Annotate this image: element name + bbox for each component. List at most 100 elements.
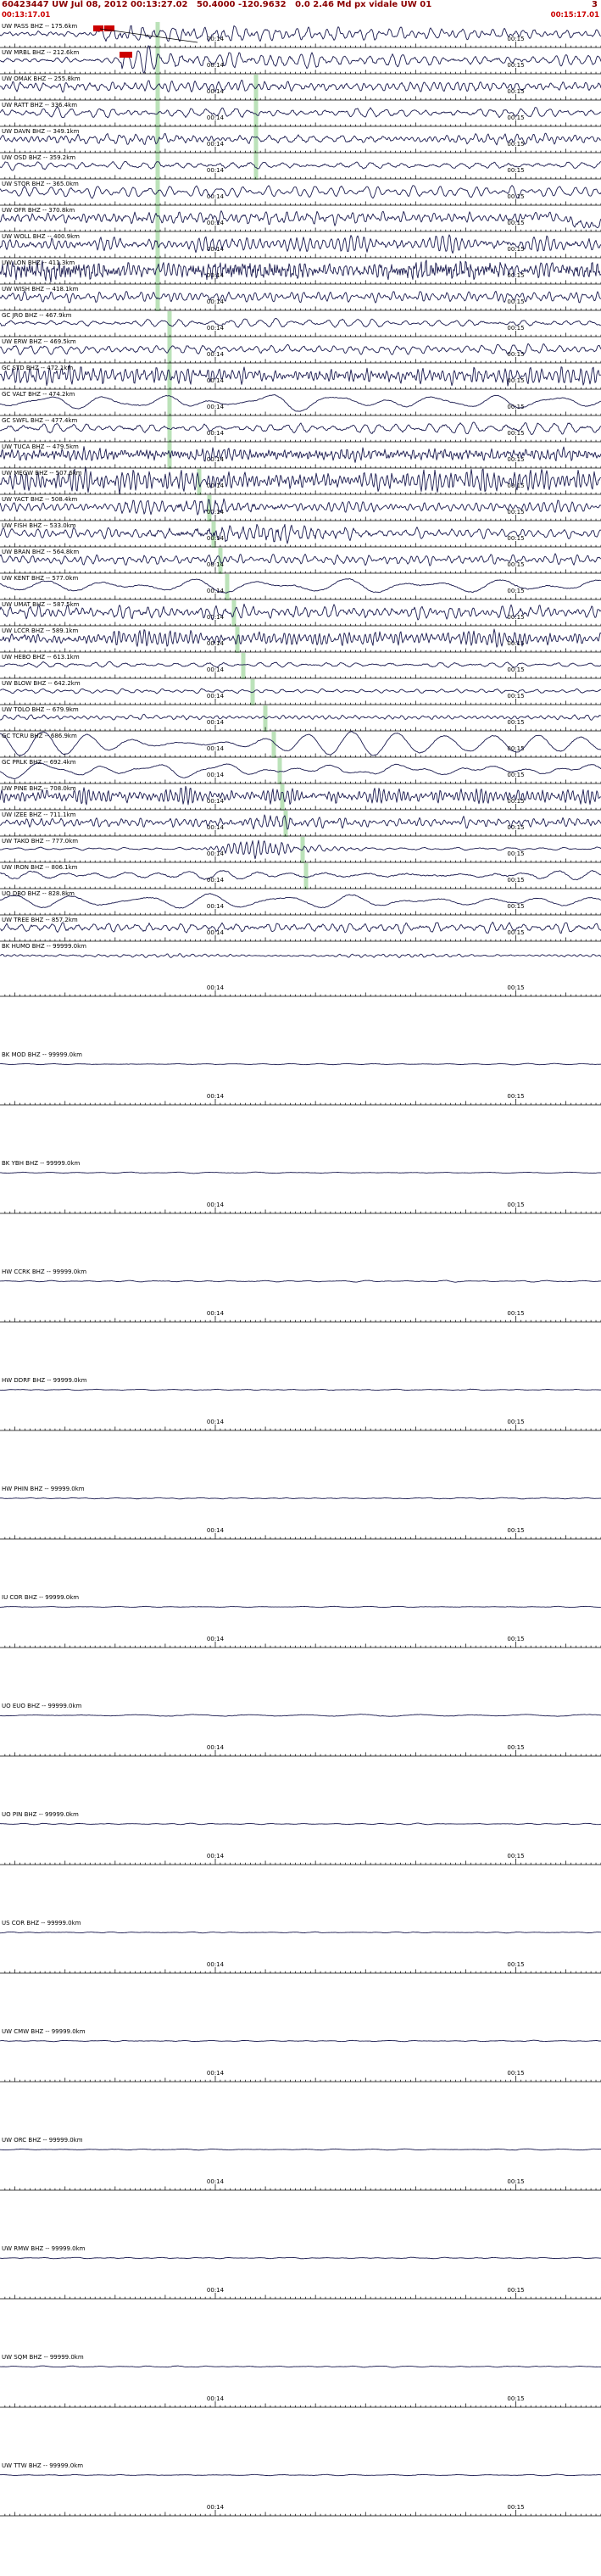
trace-plot: 00:14 00:15: [0, 1062, 601, 1106]
trace-row[interactable]: UW RATT BHZ -- 336.4km 00:14 00:15: [0, 101, 601, 127]
trace-row[interactable]: UW OFR BHZ -- 370.8km 00:14 00:15: [0, 206, 601, 232]
time-tick-label: 00:14: [207, 693, 225, 700]
theoretical-arrival-marker: [155, 127, 160, 153]
trace-label: UW UMAT BHZ -- 587.5km: [2, 601, 80, 608]
trace-row[interactable]: UW PINE BHZ -- 708.0km 00:14 00:15: [0, 784, 601, 811]
time-tick-label: 00:15: [507, 36, 524, 42]
waveform-trace: [0, 839, 601, 860]
trace-row[interactable]: UW TUCA BHZ -- 479.5km 00:14 00:15: [0, 443, 601, 469]
trace-row[interactable]: UW TREE BHZ -- 857.2km 00:14 00:15: [0, 916, 601, 942]
trace-row[interactable]: GC PRLK BHZ -- 692.4km 00:14 00:15: [0, 758, 601, 784]
trace-row[interactable]: UW ORC BHZ -- 99999.0km 00:14 00:15: [0, 2136, 601, 2244]
trace-row[interactable]: UW WISH BHZ -- 418.1km 00:14 00:15: [0, 285, 601, 311]
waveform-trace: [0, 523, 601, 544]
trace-row[interactable]: UW PASS BHZ -- 175.6km 00:14 00:15: [0, 22, 601, 48]
trace-label: UO PIN BHZ -- 99999.0km: [2, 1811, 79, 1818]
trace-row[interactable]: UW ERW BHZ -- 469.5km 00:14 00:15: [0, 337, 601, 364]
trace-row[interactable]: UW STOR BHZ -- 365.0km 00:14 00:15: [0, 180, 601, 206]
trace-plot: 00:14 00:15: [0, 390, 601, 416]
trace-row[interactable]: UW DAVN BHZ -- 349.1km 00:14 00:15: [0, 127, 601, 153]
time-tick-label: 00:14: [207, 903, 225, 910]
waveform-trace: [0, 1388, 601, 1391]
trace-row[interactable]: UW TOLO BHZ -- 679.9km 00:14 00:15: [0, 705, 601, 732]
trace-row[interactable]: GC SWFL BHZ -- 477.4km 00:14 00:15: [0, 416, 601, 443]
trace-label: HW PHIN BHZ -- 99999.0km: [2, 1486, 85, 1492]
time-tick-label: 00:15: [507, 719, 524, 726]
trace-row[interactable]: HW PHIN BHZ -- 99999.0km 00:14 00:15: [0, 1485, 601, 1593]
waveform-trace: [0, 1714, 601, 1717]
time-tick-label: 00:14: [207, 220, 225, 226]
time-axis: [0, 173, 601, 180]
phase-pick-flag[interactable]: [93, 25, 103, 31]
trace-label: UW IZEE BHZ -- 711.1km: [2, 811, 76, 818]
trace-row[interactable]: UW BLOW BHZ -- 642.2km 00:14 00:15: [0, 679, 601, 705]
trace-row[interactable]: HW CCRK BHZ -- 99999.0km 00:14 00:15: [0, 1268, 601, 1376]
trace-row[interactable]: US COR BHZ -- 99999.0km 00:14 00:15: [0, 1919, 601, 2027]
trace-row[interactable]: UW YACT BHZ -- 508.4km 00:14 00:15: [0, 495, 601, 521]
trace-row[interactable]: UW WOLL BHZ -- 400.9km 00:14 00:15: [0, 232, 601, 259]
time-tick-label: 00:14: [207, 1202, 225, 1208]
trace-label: UW LCCR BHZ -- 589.1km: [2, 627, 79, 634]
waveform-trace: [0, 259, 601, 282]
trace-plot: 00:14 00:15: [0, 337, 601, 364]
waveform-trace: [0, 2473, 601, 2477]
trace-label: UW IRON BHZ -- 806.1km: [2, 864, 78, 871]
trace-row[interactable]: UO DBO BHZ -- 828.8km 00:14 00:15: [0, 889, 601, 916]
trace-row[interactable]: UW LON BHZ -- 411.3km 00:14 00:15: [0, 259, 601, 285]
trace-row[interactable]: UW OMAK BHZ -- 255.8km 00:14 00:15: [0, 75, 601, 101]
trace-label: UW SQM BHZ -- 99999.0km: [2, 2354, 84, 2361]
waveform-trace: [0, 953, 601, 958]
trace-row[interactable]: UW SQM BHZ -- 99999.0km 00:14 00:15: [0, 2353, 601, 2462]
time-tick-label: 00:14: [207, 2504, 225, 2511]
trace-label: UW ORC BHZ -- 99999.0km: [2, 2137, 83, 2144]
waveform-trace: [0, 421, 601, 436]
trace-row[interactable]: GC TCRU BHZ -- 686.9km 00:14 00:15: [0, 731, 601, 758]
trace-row[interactable]: IU COR BHZ -- 99999.0km 00:14 00:15: [0, 1593, 601, 1702]
trace-row[interactable]: UW HEBO BHZ -- 613.1km 00:14 00:15: [0, 653, 601, 679]
trace-row[interactable]: UW UMAT BHZ -- 587.5km 00:14 00:15: [0, 600, 601, 627]
time-axis: [0, 699, 601, 705]
trace-row[interactable]: UO EUO BHZ -- 99999.0km 00:14 00:15: [0, 1702, 601, 1810]
trace-row[interactable]: UW TTW BHZ -- 99999.0km 00:14 00:15: [0, 2462, 601, 2570]
time-tick-label: 00:15: [507, 929, 524, 936]
trace-row[interactable]: UW MEGW BHZ -- 507.6km 00:14 00:15: [0, 466, 601, 495]
time-tick-label: 00:15: [507, 2504, 524, 2511]
time-tick-label: 00:15: [507, 561, 524, 568]
trace-row[interactable]: BK YBH BHZ -- 99999.0km 00:14 00:15: [0, 1159, 601, 1268]
phase-pick-flag[interactable]: [104, 25, 114, 31]
trace-label: UW MEGW BHZ -- 507.6km: [2, 470, 82, 477]
time-tick-label: 00:14: [207, 1093, 225, 1100]
time-tick-label: 00:15: [507, 1093, 524, 1100]
trace-row[interactable]: BK MOD BHZ -- 99999.0km 00:14 00:15: [0, 1051, 601, 1159]
time-tick-label: 00:14: [207, 36, 225, 42]
trace-row[interactable]: GC JRO BHZ -- 467.9km 00:14 00:15: [0, 311, 601, 337]
trace-row[interactable]: UW OSD BHZ -- 359.2km 00:14 00:15: [0, 153, 601, 180]
trace-row[interactable]: UW IRON BHZ -- 806.1km 00:14 00:15: [0, 863, 601, 889]
trace-row[interactable]: BK HUMO BHZ -- 99999.0km 00:14 00:15: [0, 942, 601, 1051]
trace-row[interactable]: GC VALT BHZ -- 474.2km 00:14 00:15: [0, 390, 601, 416]
time-tick-label: 00:15: [507, 430, 524, 437]
trace-row[interactable]: UW LCCR BHZ -- 589.1km 00:14 00:15: [0, 627, 601, 653]
trace-row[interactable]: UW MRBL BHZ -- 212.6km 00:14 00:15: [0, 45, 601, 75]
trace-row[interactable]: UW IZEE BHZ -- 711.1km 00:14 00:15: [0, 811, 601, 837]
theoretical-arrival-marker: [283, 811, 288, 837]
theoretical-arrival-marker: [241, 653, 246, 679]
trace-row[interactable]: UW KENT BHZ -- 577.0km 00:14 00:15: [0, 574, 601, 600]
time-axis: [0, 1533, 601, 1540]
trace-label: HW DDRF BHZ -- 99999.0km: [2, 1377, 87, 1384]
trace-row[interactable]: UW FISH BHZ -- 533.0km 00:14 00:15: [0, 521, 601, 548]
theoretical-arrival-marker: [167, 390, 172, 416]
time-tick-label: 00:14: [207, 640, 225, 647]
time-tick-label: 00:15: [507, 693, 524, 700]
trace-row[interactable]: GC STD BHZ -- 472.1km 00:14 00:15: [0, 364, 601, 390]
trace-row[interactable]: UW TAKO BHZ -- 777.0km 00:14 00:15: [0, 837, 601, 863]
trace-plot: 00:14 00:15: [0, 953, 601, 997]
trace-row[interactable]: UW BRAN BHZ -- 564.8km 00:14 00:15: [0, 548, 601, 574]
trace-label: UW OSD BHZ -- 359.2km: [2, 154, 76, 161]
time-axis: [0, 252, 601, 259]
trace-row[interactable]: UO PIN BHZ -- 99999.0km 00:14 00:15: [0, 1810, 601, 1919]
phase-pick-flag[interactable]: [120, 52, 132, 58]
trace-row[interactable]: UW RMW BHZ -- 99999.0km 00:14 00:15: [0, 2244, 601, 2353]
trace-row[interactable]: HW DDRF BHZ -- 99999.0km 00:14 00:15: [0, 1376, 601, 1485]
trace-row[interactable]: UW CMW BHZ -- 99999.0km 00:14 00:15: [0, 2027, 601, 2136]
